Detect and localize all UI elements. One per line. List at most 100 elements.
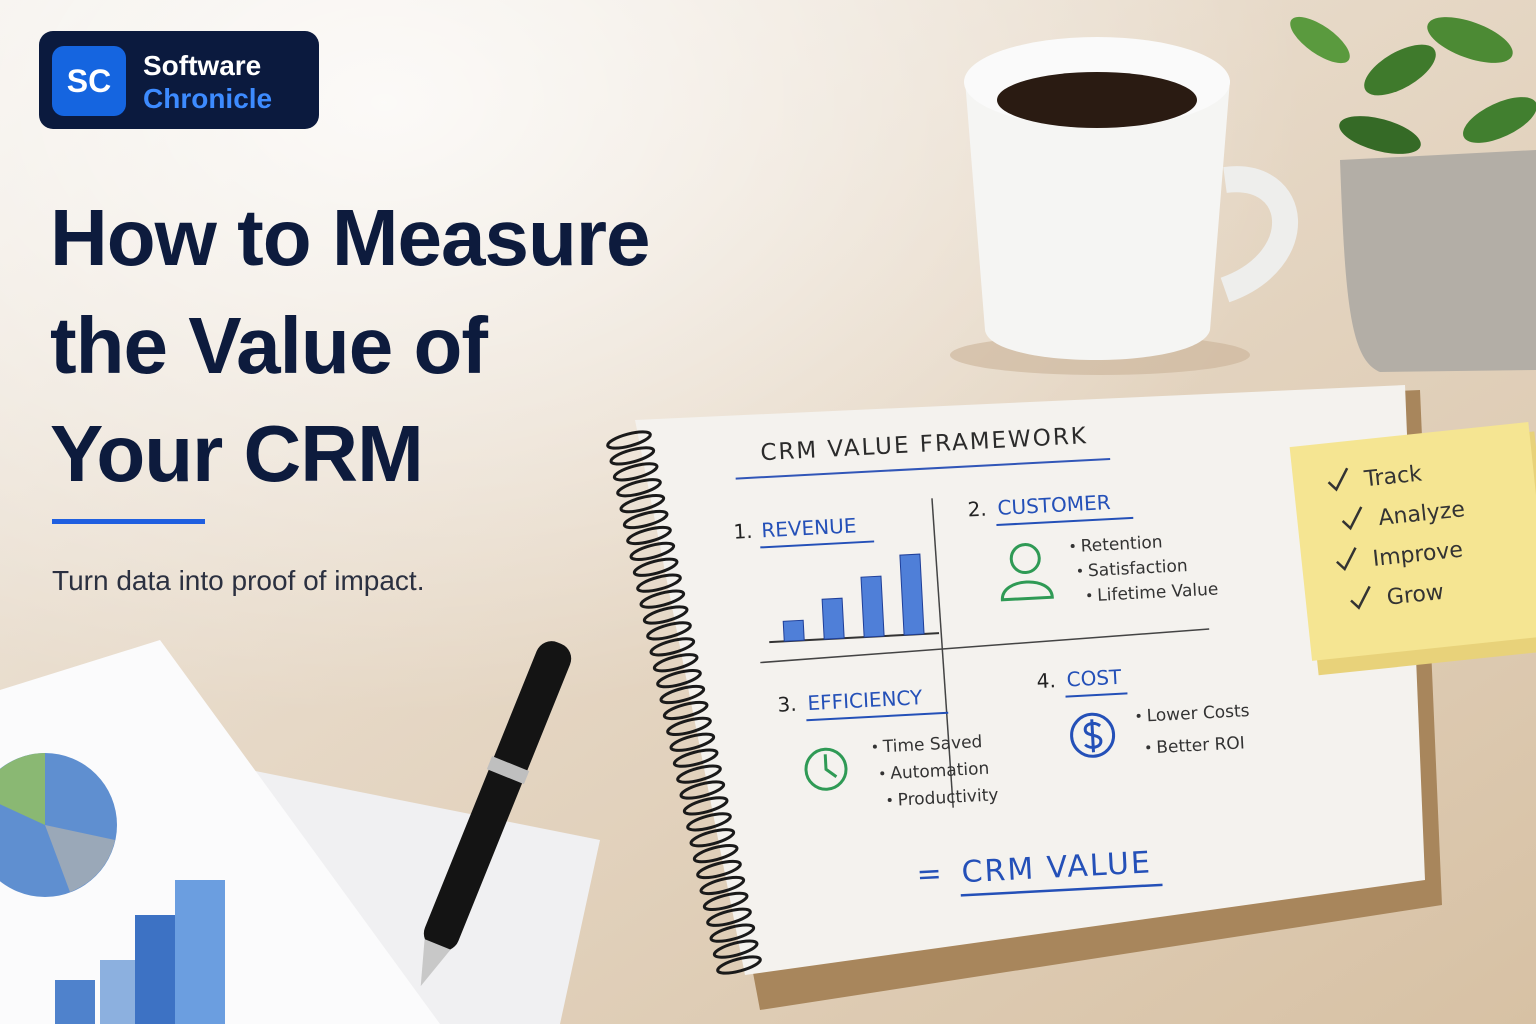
notebook: CRM VALUE FRAMEWORK 1. REVENUE 2. CUSTOM… xyxy=(606,385,1442,1010)
spiral-ring xyxy=(632,557,679,577)
note-paper xyxy=(1289,421,1536,661)
spiral-ring xyxy=(636,573,682,593)
spiral xyxy=(606,430,762,975)
paper-bar xyxy=(135,915,175,1024)
sketch-bar xyxy=(782,619,805,642)
bullets: Retention Satisfaction Lifetime Value xyxy=(1070,532,1219,606)
bullet xyxy=(872,744,877,749)
bullet-text: Retention xyxy=(1080,532,1163,556)
spiral-ring xyxy=(662,700,709,721)
coffee xyxy=(997,72,1197,128)
section-underline xyxy=(1065,692,1128,698)
paper-bar xyxy=(175,880,225,1024)
pie-slice xyxy=(45,825,115,892)
spiral-ring xyxy=(659,684,706,705)
spiral-ring xyxy=(606,430,652,450)
spiral-ring xyxy=(649,637,696,657)
sketch-bar xyxy=(860,575,885,638)
bullet-text: Better ROI xyxy=(1156,733,1245,758)
paper xyxy=(0,640,440,1024)
check-mark xyxy=(1341,506,1363,531)
spiral-ring xyxy=(682,796,729,816)
badge-text: SC xyxy=(67,63,111,99)
spiral-ring xyxy=(629,541,676,561)
clock-icon xyxy=(804,747,848,791)
paper-bar xyxy=(55,980,95,1024)
spiral-ring xyxy=(676,764,722,784)
customer-icon xyxy=(1000,543,1054,602)
spiral-ring xyxy=(679,780,726,800)
plant xyxy=(1290,16,1536,372)
pie-slice xyxy=(0,753,45,825)
spiral-ring xyxy=(656,669,702,689)
coffee-cup xyxy=(950,37,1298,375)
section-number: 4. xyxy=(1036,668,1056,693)
section-number: 3. xyxy=(777,692,797,717)
headline-line: Your CRM xyxy=(50,409,423,498)
divider xyxy=(931,498,954,808)
bullet xyxy=(887,797,892,802)
section-underline xyxy=(806,711,949,722)
bullet xyxy=(1077,568,1082,573)
cup-handle xyxy=(1220,166,1298,303)
leaf xyxy=(1427,17,1513,63)
spiral-ring xyxy=(706,907,752,927)
leaf xyxy=(1364,44,1436,96)
spiral-ring xyxy=(709,923,756,943)
cup-body xyxy=(965,80,1230,360)
bullet xyxy=(1087,593,1092,598)
spiral-ring xyxy=(712,939,759,959)
spiral-ring xyxy=(716,955,762,975)
spiral-ring xyxy=(622,509,669,530)
spiral-ring xyxy=(626,525,672,546)
spiral-ring xyxy=(696,859,742,880)
section-number: 1. xyxy=(733,519,753,544)
section-underline xyxy=(996,516,1134,527)
spiral-ring xyxy=(702,891,749,911)
sketch-bar xyxy=(821,597,845,640)
spiral-ring xyxy=(689,828,736,848)
logo: SC Software Chronicle xyxy=(39,31,319,129)
spiral-ring xyxy=(669,732,716,752)
check-mark xyxy=(1336,547,1357,572)
bullet xyxy=(1146,745,1151,750)
section-title: CUSTOMER xyxy=(997,490,1111,520)
leaf xyxy=(1463,97,1536,143)
spiral-ring xyxy=(686,812,732,832)
spiral-ring xyxy=(646,621,692,641)
bullet xyxy=(1136,713,1141,718)
result-symbol: = xyxy=(916,856,943,892)
spiral-ring xyxy=(672,748,719,768)
accent-rule xyxy=(52,519,205,524)
spiral-ring xyxy=(612,462,659,482)
dollar-icon xyxy=(1070,712,1116,758)
subtitle: Turn data into proof of impact. xyxy=(52,565,425,596)
divider xyxy=(760,628,1210,664)
headline-line: the Value of xyxy=(50,301,488,390)
bullet xyxy=(1070,544,1075,549)
section-title: COST xyxy=(1066,665,1123,692)
pen-band xyxy=(486,756,530,785)
spiral-ring xyxy=(639,589,686,609)
section-underline xyxy=(760,540,875,549)
pen-tip xyxy=(420,939,451,987)
result-underline xyxy=(960,883,1163,897)
spiral-ring xyxy=(642,605,689,625)
leaf xyxy=(1290,16,1350,64)
pen xyxy=(420,641,572,987)
spiral-ring xyxy=(616,478,662,498)
note-item: Grow xyxy=(1386,580,1445,611)
paper-bar xyxy=(100,960,135,1024)
leaf xyxy=(1339,116,1421,154)
logo-badge xyxy=(52,46,126,116)
headline: How to Measure the Value of Your CRM xyxy=(50,193,650,498)
headline-line: How to Measure xyxy=(50,193,649,282)
brand-line: Chronicle xyxy=(143,83,272,114)
spiral-ring xyxy=(619,494,666,514)
spiral-ring xyxy=(652,653,699,673)
notebook-page xyxy=(635,385,1425,975)
brand-line: Software xyxy=(143,50,261,81)
